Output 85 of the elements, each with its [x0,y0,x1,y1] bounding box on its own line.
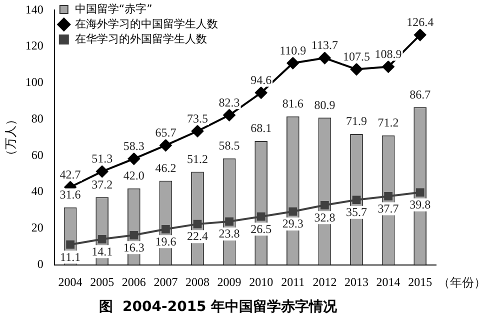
point [320,200,329,210]
data-label: 46.2 [155,160,176,175]
point [160,139,172,152]
data-label: 86.7 [410,87,431,102]
data-label: 71.2 [378,115,399,130]
data-label: 16.3 [123,240,144,254]
x-tick-label: 2010 [249,275,274,290]
legend-label: 在海外学习的中国留学生人数 [74,17,218,30]
point [162,224,170,234]
data-label: 82.3 [218,95,240,110]
data-label: 39.8 [410,198,431,212]
y-tick-label: 140 [25,2,44,16]
x-tick-label: 2013 [344,275,368,290]
data-label: 32.8 [314,210,336,224]
data-label: 107.5 [343,49,370,64]
x-tick-label: 2015 [408,275,432,290]
data-label: 29.3 [282,216,304,231]
data-label: 23.8 [218,226,240,241]
y-tick-label: 20 [31,220,44,235]
point [256,212,266,221]
y-axis-title: （万人） [3,114,18,162]
point [352,196,361,204]
point [192,125,204,138]
point [255,86,268,99]
point [98,234,106,244]
data-label: 80.9 [314,98,336,112]
data-label: 42.7 [60,167,81,182]
point [384,192,392,200]
y-tick-label: 0 [37,256,44,271]
x-tick-label: 2011 [281,275,305,290]
point [223,109,236,122]
point [193,220,202,228]
data-label: 65.7 [155,125,176,140]
x-tick-label: 2006 [122,275,146,290]
point [416,188,424,197]
y-tick-label: 100 [25,75,44,90]
x-tick-label: 2004 [58,275,82,290]
data-label: 51.3 [92,152,113,166]
point [96,166,108,178]
data-label: 31.6 [60,187,81,202]
data-label: 94.6 [250,72,272,87]
data-label: 68.1 [250,121,272,136]
data-label: 58.5 [218,138,240,153]
data-label: 51.2 [187,152,208,166]
data-label: 37.2 [92,177,113,192]
point [318,52,331,64]
x-tick-label: 2007 [154,275,178,290]
legend-label: 在华学习的外国留学生人数 [74,32,207,46]
y-tick-label: 120 [25,38,44,53]
data-label: 58.3 [123,138,144,153]
point [382,60,394,73]
x-axis-title: （年份） [438,275,484,290]
x-tick-label: 2012 [312,275,337,290]
point [288,207,298,216]
point [66,240,74,249]
data-label: 42.0 [123,168,144,183]
data-label: 26.5 [250,222,272,236]
y-tick-label: 40 [31,184,44,198]
y-tick-label: 80 [31,111,44,126]
data-label: 71.9 [346,114,367,128]
x-tick-label: 2014 [376,275,400,290]
data-label: 73.5 [187,111,208,126]
point [350,63,362,76]
data-label: 35.7 [346,205,367,220]
data-label: 22.4 [187,229,208,244]
point [128,152,140,165]
data-label: 19.6 [155,234,176,248]
data-label: 14.1 [92,244,113,258]
data-label: 110.9 [280,43,306,58]
data-label: 11.1 [60,250,81,264]
text: 图 2004-2015 年中国留学赤字情况 [98,298,338,316]
x-tick-label: 2008 [186,275,210,290]
point [130,230,138,240]
y-tick-label: 60 [31,148,44,162]
data-label: 126.4 [406,15,434,30]
legend-label: 中国留学“赤字” [74,2,152,16]
x-tick-label: 2009 [217,275,242,290]
data-label: 108.9 [374,46,402,61]
data-label: 81.6 [282,96,304,111]
data-label: 37.7 [378,201,399,216]
point [225,217,234,226]
x-tick-label: 2005 [90,275,114,290]
data-label: 113.7 [311,38,338,52]
point [286,57,299,70]
point [414,28,426,41]
